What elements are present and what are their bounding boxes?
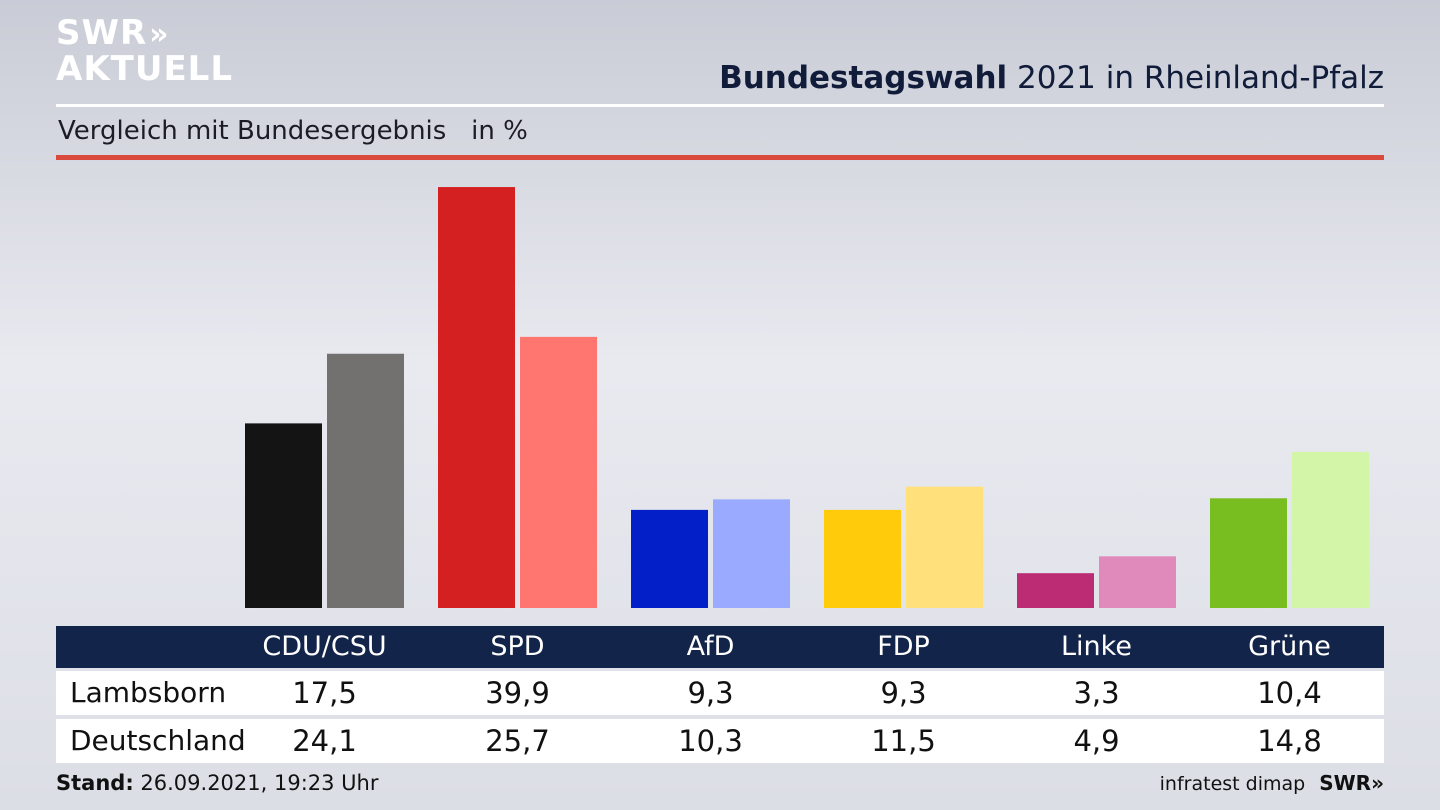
chart-subtitle: Vergleich mit Bundesergebnis in % <box>58 116 528 146</box>
value-spd-deutschland: 25,7 <box>485 724 550 758</box>
row-label: Deutschland <box>70 724 246 757</box>
table-row-deutschland: Deutschland 24,1 25,7 10,3 11,5 4,9 14,8 <box>56 719 1384 763</box>
results-table: CDU/CSU SPD AfD FDP Linke Grüne Lambsborn 17,… <box>56 626 1384 763</box>
swr-aktuell-logo: SWR» AKTUELL <box>56 16 233 86</box>
table-header-row: CDU/CSU SPD AfD FDP Linke Grüne <box>56 626 1384 668</box>
bar-linke-deutschland <box>1099 556 1176 608</box>
value-afd-deutschland: 10,3 <box>678 724 743 758</box>
accent-divider <box>56 155 1384 160</box>
value-afd-lambsborn: 9,3 <box>687 676 734 710</box>
table-row-lambsborn: Lambsborn 17,5 39,9 9,3 9,3 3,3 10,4 <box>56 671 1384 715</box>
value-fdp-lambsborn: 9,3 <box>880 676 927 710</box>
timestamp: Stand: 26.09.2021, 19:23 Uhr <box>56 771 379 795</box>
value-linke-lambsborn: 3,3 <box>1073 676 1120 710</box>
column-header-afd: AfD <box>686 631 735 662</box>
bar-gr-ne-lambsborn <box>1210 498 1287 608</box>
bar-spd-lambsborn <box>438 187 515 608</box>
bar-spd-deutschland <box>520 336 597 608</box>
value-spd-lambsborn: 39,9 <box>485 676 550 710</box>
value-cdu-csu-lambsborn: 17,5 <box>292 676 357 710</box>
bar-cdu-csu-lambsborn <box>245 423 322 608</box>
header-divider <box>56 104 1384 107</box>
bar-gr-ne-deutschland <box>1292 451 1369 608</box>
column-header-linke: Linke <box>1061 631 1132 662</box>
value-gr-ne-deutschland: 14,8 <box>1257 724 1322 758</box>
bar-linke-lambsborn <box>1017 573 1094 608</box>
value-fdp-deutschland: 11,5 <box>871 724 936 758</box>
bar-afd-deutschland <box>713 499 790 608</box>
logo-swr-text: SWR <box>56 13 148 53</box>
column-header-cdu-csu: CDU/CSU <box>262 631 387 662</box>
swr-brand-logo: SWR» <box>1319 771 1384 795</box>
value-linke-deutschland: 4,9 <box>1073 724 1120 758</box>
page-title: Bundestagswahl 2021 in Rheinland-Pfalz <box>719 60 1384 96</box>
bar-afd-lambsborn <box>631 509 708 608</box>
source-credit: infratest dimap SWR» <box>1160 771 1384 795</box>
value-cdu-csu-deutschland: 24,1 <box>292 724 357 758</box>
column-header-gr-ne: Grüne <box>1248 631 1331 662</box>
row-label: Lambsborn <box>70 676 227 709</box>
column-header-spd: SPD <box>490 631 545 662</box>
bar-fdp-lambsborn <box>824 509 901 608</box>
stand-label: Stand: <box>56 771 134 795</box>
stand-value: 26.09.2021, 19:23 Uhr <box>133 771 379 795</box>
logo-aktuell-text: AKTUELL <box>56 49 234 89</box>
title-bold: Bundestagswahl <box>719 60 1008 96</box>
bar-chart <box>245 187 1369 608</box>
bar-fdp-deutschland <box>906 486 983 608</box>
source-text: infratest dimap <box>1159 773 1306 795</box>
logo-arrows-icon: » <box>149 17 169 52</box>
column-header-fdp: FDP <box>877 631 930 662</box>
bar-cdu-csu-deutschland <box>327 353 404 608</box>
title-rest: 2021 in Rheinland-Pfalz <box>1007 60 1384 96</box>
value-gr-ne-lambsborn: 10,4 <box>1257 676 1322 710</box>
